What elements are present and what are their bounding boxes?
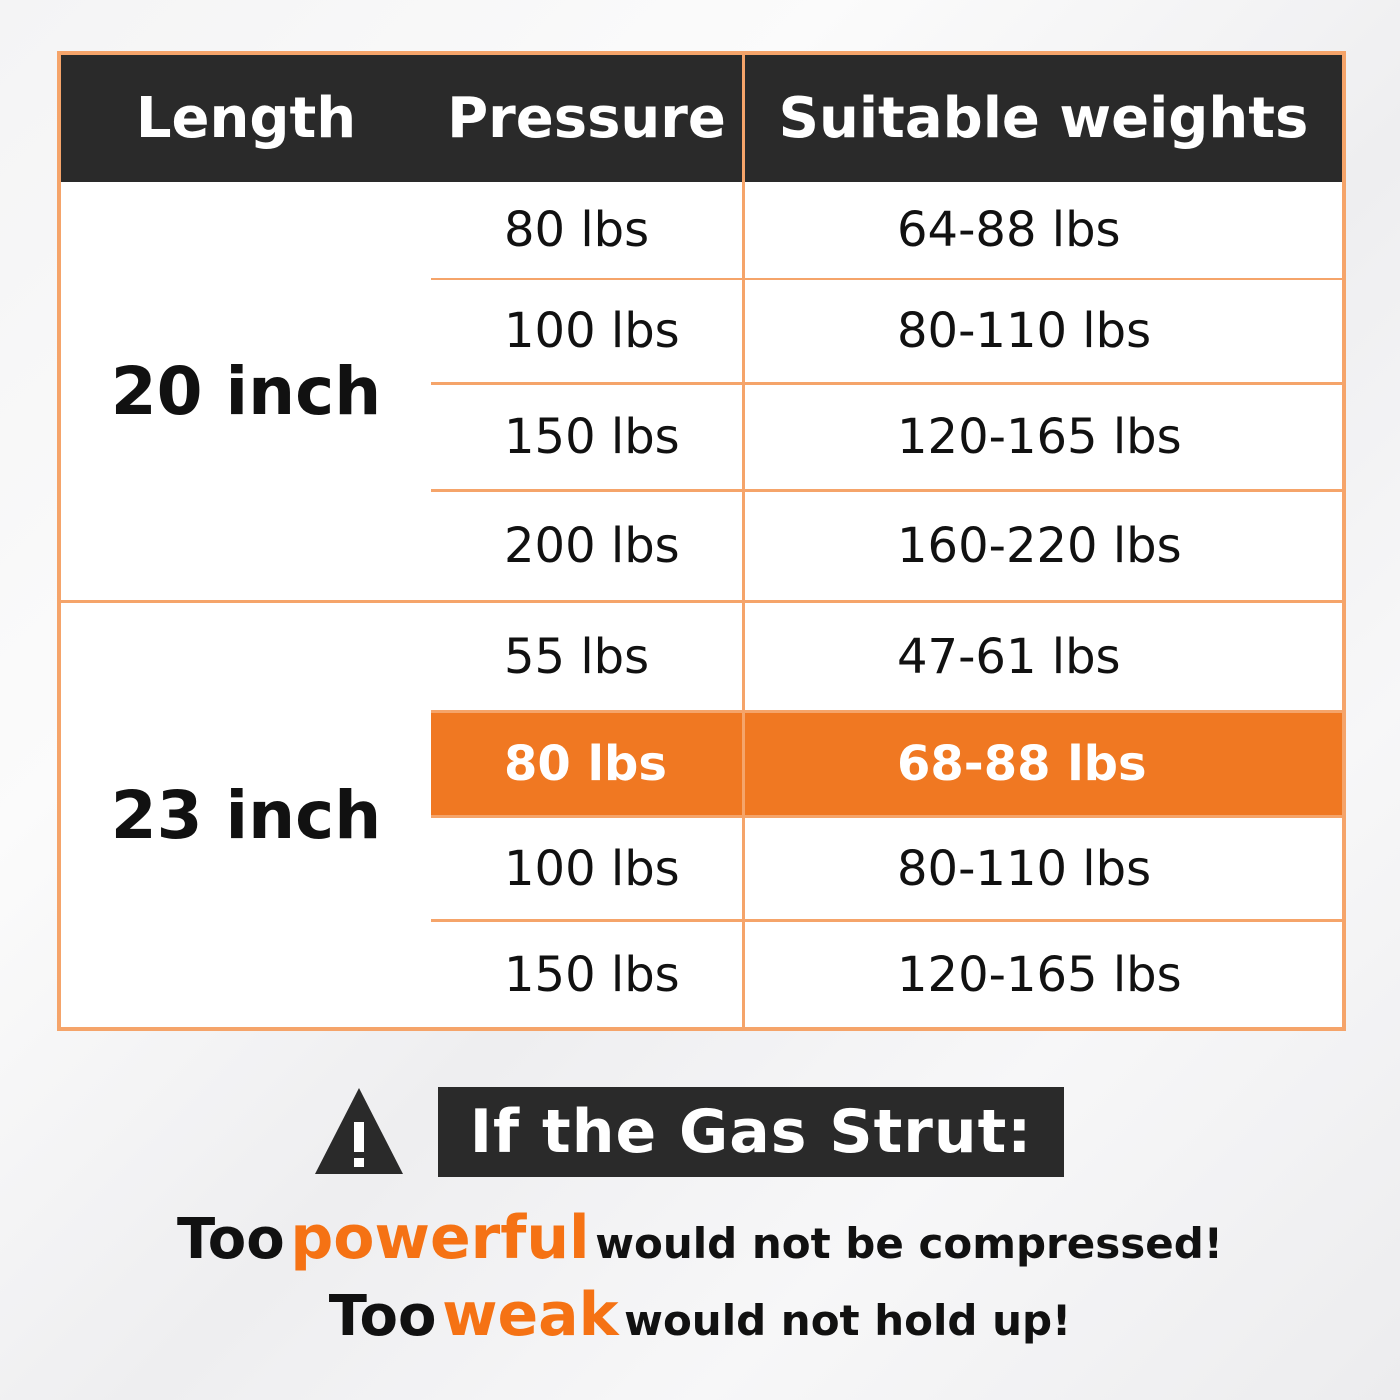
pressure-cell-text: 150 lbs: [504, 409, 680, 465]
line1-prefix: Too: [177, 1207, 285, 1272]
pressure-cell: 100 lbs: [431, 818, 742, 919]
length-cell-text: 20 inch: [110, 352, 382, 430]
weights-cell-text: 120-165 lbs: [897, 409, 1182, 465]
pressure-cell-text: 150 lbs: [504, 946, 680, 1003]
warning-line-powerful: Too powerful would not be compressed!: [0, 1203, 1400, 1273]
line2-prefix: Too: [328, 1284, 437, 1349]
warning-banner: If the Gas Strut:: [438, 1087, 1064, 1177]
weights-cell-text: 160-220 lbs: [897, 518, 1182, 574]
pressure-cell-text: 100 lbs: [504, 303, 680, 359]
weights-cell: 120-165 lbs: [745, 385, 1342, 489]
line1-suffix: would not be compressed!: [595, 1219, 1223, 1268]
length-cell: 20 inch: [61, 182, 431, 600]
header-cell-text: Suitable weights: [778, 86, 1309, 151]
header-cell-text: Length: [135, 86, 357, 151]
pressure-cell: 100 lbs: [431, 280, 742, 382]
pressure-cell: 150 lbs: [431, 385, 742, 489]
weights-cell: 64-88 lbs: [745, 182, 1342, 278]
header-cell-text: Pressure: [447, 86, 726, 151]
header-cell: Length: [61, 55, 431, 182]
line2-accent: weak: [442, 1280, 619, 1350]
weights-cell: 160-220 lbs: [745, 492, 1342, 600]
warning-line-weak: Too weak would not hold up!: [0, 1280, 1400, 1350]
weights-cell: 120-165 lbs: [745, 922, 1342, 1027]
pressure-cell-text: 55 lbs: [504, 628, 650, 685]
weights-cell-text: 120-165 lbs: [897, 946, 1182, 1003]
line2-suffix: would not hold up!: [624, 1296, 1072, 1345]
length-cell-text: 23 inch: [110, 776, 382, 854]
length-cell: 23 inch: [61, 603, 431, 1027]
header-cell: Suitable weights: [745, 55, 1342, 182]
weights-cell-text: 68-88 lbs: [897, 736, 1147, 792]
pressure-cell: 55 lbs: [431, 603, 742, 710]
weights-cell: 80-110 lbs: [745, 280, 1342, 382]
weights-cell: 80-110 lbs: [745, 818, 1342, 919]
strut-table: Length Pressure Suitable weights 20 inch 80 …: [57, 51, 1346, 1031]
warning-triangle-icon: [315, 1088, 403, 1174]
weights-cell-text: 80-110 lbs: [897, 840, 1152, 897]
pressure-cell-text: 80 lbs: [504, 736, 667, 792]
pressure-cell-text: 200 lbs: [504, 518, 680, 574]
pressure-cell-text: 100 lbs: [504, 840, 680, 897]
weights-cell-text: 64-88 lbs: [897, 202, 1121, 258]
pressure-cell: 80 lbs: [431, 713, 742, 815]
line1-accent: powerful: [290, 1203, 590, 1273]
pressure-cell-text: 80 lbs: [504, 202, 650, 258]
weights-cell-text: 80-110 lbs: [897, 303, 1152, 359]
pressure-cell: 200 lbs: [431, 492, 742, 600]
weights-cell: 47-61 lbs: [745, 603, 1342, 710]
weights-cell-text: 47-61 lbs: [897, 628, 1121, 685]
header-cell: Pressure: [431, 55, 742, 182]
pressure-cell: 80 lbs: [431, 182, 742, 278]
pressure-cell: 150 lbs: [431, 922, 742, 1027]
weights-cell: 68-88 lbs: [745, 713, 1342, 815]
